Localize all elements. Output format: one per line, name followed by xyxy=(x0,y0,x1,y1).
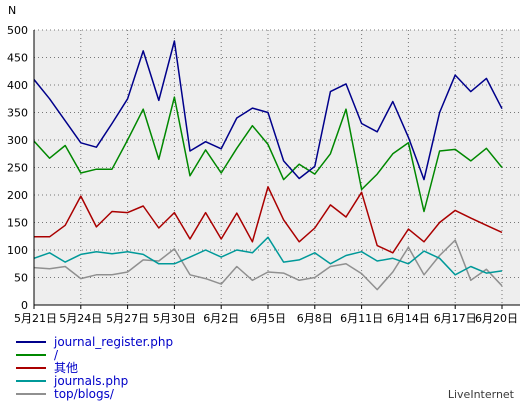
y-tick-label: 350 xyxy=(7,107,28,120)
grid-lines xyxy=(33,29,520,309)
x-tick-labels: 5月21日 5月24日 5月27日 5月30日 6月2日 6月5日 6月8日 6月11日 6月1… xyxy=(14,312,518,325)
x-tick-label: 6月2日 xyxy=(203,312,239,325)
x-tick-label: 6月17日 xyxy=(434,312,477,325)
x-tick-label: 5月30日 xyxy=(153,312,196,325)
x-tick-label: 6月20日 xyxy=(475,312,518,325)
y-tick-label: 0 xyxy=(21,299,28,312)
series-line xyxy=(34,186,503,254)
y-tick-label: 200 xyxy=(7,189,28,202)
y-tick-label: 250 xyxy=(7,162,28,175)
x-tick-label: 6月11日 xyxy=(340,312,383,325)
series-line xyxy=(34,236,503,276)
series-line xyxy=(34,40,503,181)
x-tick-label: 5月21日 xyxy=(14,312,57,325)
x-tick-label: 5月27日 xyxy=(106,312,149,325)
y-tick-label: 400 xyxy=(7,79,28,92)
series-line xyxy=(34,96,503,213)
legend-label: top/blogs/ xyxy=(54,387,115,401)
series-line xyxy=(34,239,503,291)
y-tick-labels: 0 50 100 150 200 250 300 350 400 450 500 xyxy=(7,24,28,312)
y-tick-label: 150 xyxy=(7,217,28,230)
y-tick-label: 500 xyxy=(7,24,28,37)
x-tick-label: 6月14日 xyxy=(387,312,430,325)
plot-background xyxy=(34,30,520,305)
y-tick-label: 450 xyxy=(7,52,28,65)
legend-label: / xyxy=(54,348,59,362)
x-tick-label: 6月5日 xyxy=(250,312,286,325)
legend-label: 其他 xyxy=(54,361,78,375)
x-tick-label: 6月8日 xyxy=(297,312,333,325)
brand-label: LiveInternet xyxy=(448,388,515,401)
y-tick-label: 50 xyxy=(14,272,28,285)
y-tick-label: 100 xyxy=(7,244,28,257)
legend-label: journals.php xyxy=(53,374,128,388)
y-axis-title: N xyxy=(8,4,16,17)
y-tick-label: 300 xyxy=(7,134,28,147)
legend: journal_register.php/其他journals.phptop/b… xyxy=(16,335,173,401)
x-tick-label: 5月24日 xyxy=(59,312,102,325)
series-lines xyxy=(34,40,503,291)
legend-label: journal_register.php xyxy=(53,335,173,349)
